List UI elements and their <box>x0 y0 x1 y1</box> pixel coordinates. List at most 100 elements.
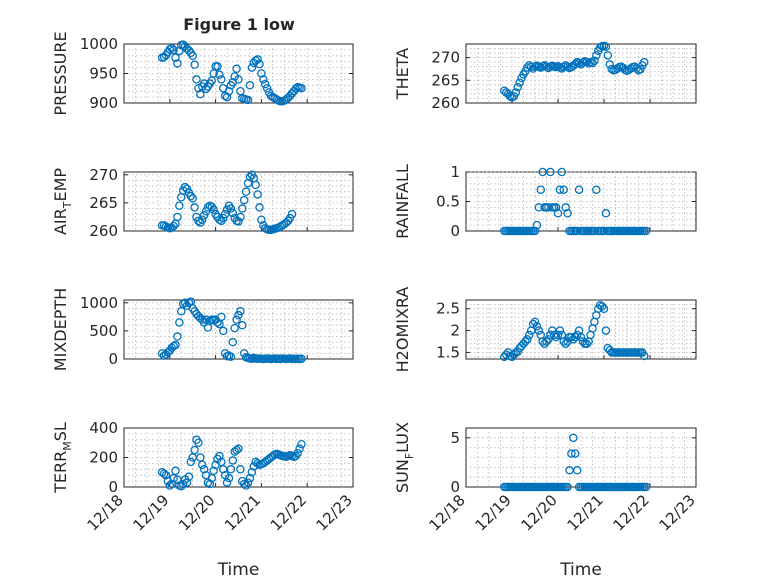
data-point <box>530 317 540 327</box>
data-point <box>218 326 228 336</box>
data-point <box>236 306 245 316</box>
ylabel-main: SUN <box>393 459 412 493</box>
data-point <box>563 482 572 492</box>
ylabel: SUNFLUX <box>393 422 416 493</box>
data-point <box>255 59 264 69</box>
ylabel: AIRTEMP <box>51 168 74 235</box>
data-point <box>197 215 207 225</box>
data-point <box>291 84 300 94</box>
data-point <box>218 213 228 223</box>
data-point <box>297 84 306 93</box>
data-point <box>561 339 570 348</box>
data-point <box>567 449 576 458</box>
data-point <box>175 46 184 56</box>
data-point <box>603 51 613 60</box>
data-point <box>239 479 249 489</box>
data-point <box>511 88 521 97</box>
data-point <box>184 472 194 481</box>
data-point <box>262 84 272 93</box>
data-point <box>167 479 176 489</box>
data-point <box>180 182 190 192</box>
data-point <box>190 445 199 455</box>
ytick-label: 0 <box>450 478 460 496</box>
data-point <box>217 75 226 84</box>
ytick-label: 0.5 <box>436 193 460 211</box>
data-point <box>203 203 213 212</box>
data-point <box>542 337 551 346</box>
data-point <box>190 203 199 212</box>
data-markers <box>157 435 306 491</box>
data-point <box>209 205 218 214</box>
data-point <box>226 352 236 362</box>
data-point <box>194 216 203 226</box>
data-point <box>245 473 255 483</box>
data-point <box>532 321 542 331</box>
data-point <box>247 63 257 72</box>
ylabel: PRESSURE <box>51 31 70 115</box>
data-point <box>253 190 262 199</box>
data-point <box>588 58 597 68</box>
data-point <box>175 201 184 210</box>
data-point <box>171 466 180 476</box>
data-point <box>224 86 234 96</box>
ytick-label: 900 <box>89 94 118 112</box>
ytick-label: 400 <box>89 419 118 437</box>
data-point <box>607 64 616 74</box>
data-point <box>555 326 565 335</box>
data-point <box>559 337 569 346</box>
ytick-label: 1.5 <box>436 343 460 361</box>
data-point <box>236 465 245 474</box>
data-point <box>199 465 209 474</box>
ytick-label: 265 <box>431 71 460 89</box>
data-point <box>176 482 186 491</box>
data-point <box>205 479 215 489</box>
data-point <box>197 460 207 470</box>
figure-title: Figure 1 low <box>183 15 295 34</box>
data-markers <box>500 300 649 362</box>
ylabel: THETA <box>393 48 412 100</box>
data-point <box>295 444 304 453</box>
xtick-label: 12/18 <box>426 491 469 534</box>
data-point <box>576 332 586 342</box>
data-point <box>245 81 255 90</box>
data-point <box>232 315 241 324</box>
data-point <box>161 470 171 480</box>
ylabel-sub: F <box>403 453 416 459</box>
data-point <box>569 433 578 443</box>
ytick-label: 265 <box>89 194 118 212</box>
data-point <box>173 212 182 222</box>
data-point <box>257 215 266 225</box>
data-point <box>178 479 188 489</box>
data-point <box>521 337 530 346</box>
ylabel-main: TERR <box>51 451 70 494</box>
data-point <box>597 302 607 311</box>
ylabel-rest: EMP <box>51 168 70 202</box>
data-point <box>188 51 197 61</box>
data-markers <box>157 170 297 235</box>
data-point <box>228 337 238 347</box>
data-point <box>546 167 555 177</box>
data-point <box>553 330 563 340</box>
grid-lines <box>124 300 353 359</box>
ylabel-sub: T <box>61 201 74 209</box>
data-point <box>601 326 611 335</box>
data-point <box>173 332 182 341</box>
data-point <box>215 451 224 461</box>
data-point <box>599 304 609 313</box>
ylabel-main: PRESSURE <box>51 31 70 115</box>
data-point <box>159 469 169 478</box>
data-point <box>563 209 572 218</box>
data-point <box>175 318 184 327</box>
data-point <box>572 466 582 475</box>
data-point <box>165 481 175 490</box>
ytick-label: 0 <box>108 350 118 368</box>
data-point <box>297 354 306 363</box>
data-point <box>199 211 209 220</box>
ytick-label: 2.5 <box>436 300 460 318</box>
xlabel: Time <box>217 560 260 580</box>
data-point <box>293 448 302 458</box>
ylabel-main: MIXDEPTH <box>51 288 70 371</box>
ytick-label: 200 <box>89 449 118 467</box>
data-point <box>247 467 257 477</box>
data-point <box>182 478 192 487</box>
